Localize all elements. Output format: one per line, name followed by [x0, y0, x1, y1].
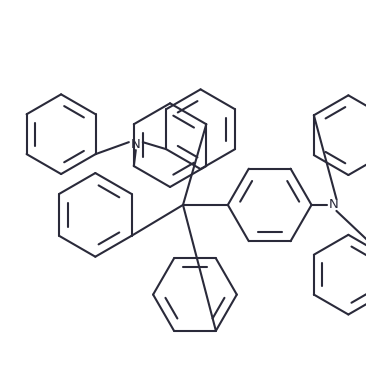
Text: N: N	[328, 199, 338, 211]
Text: N: N	[131, 138, 141, 150]
